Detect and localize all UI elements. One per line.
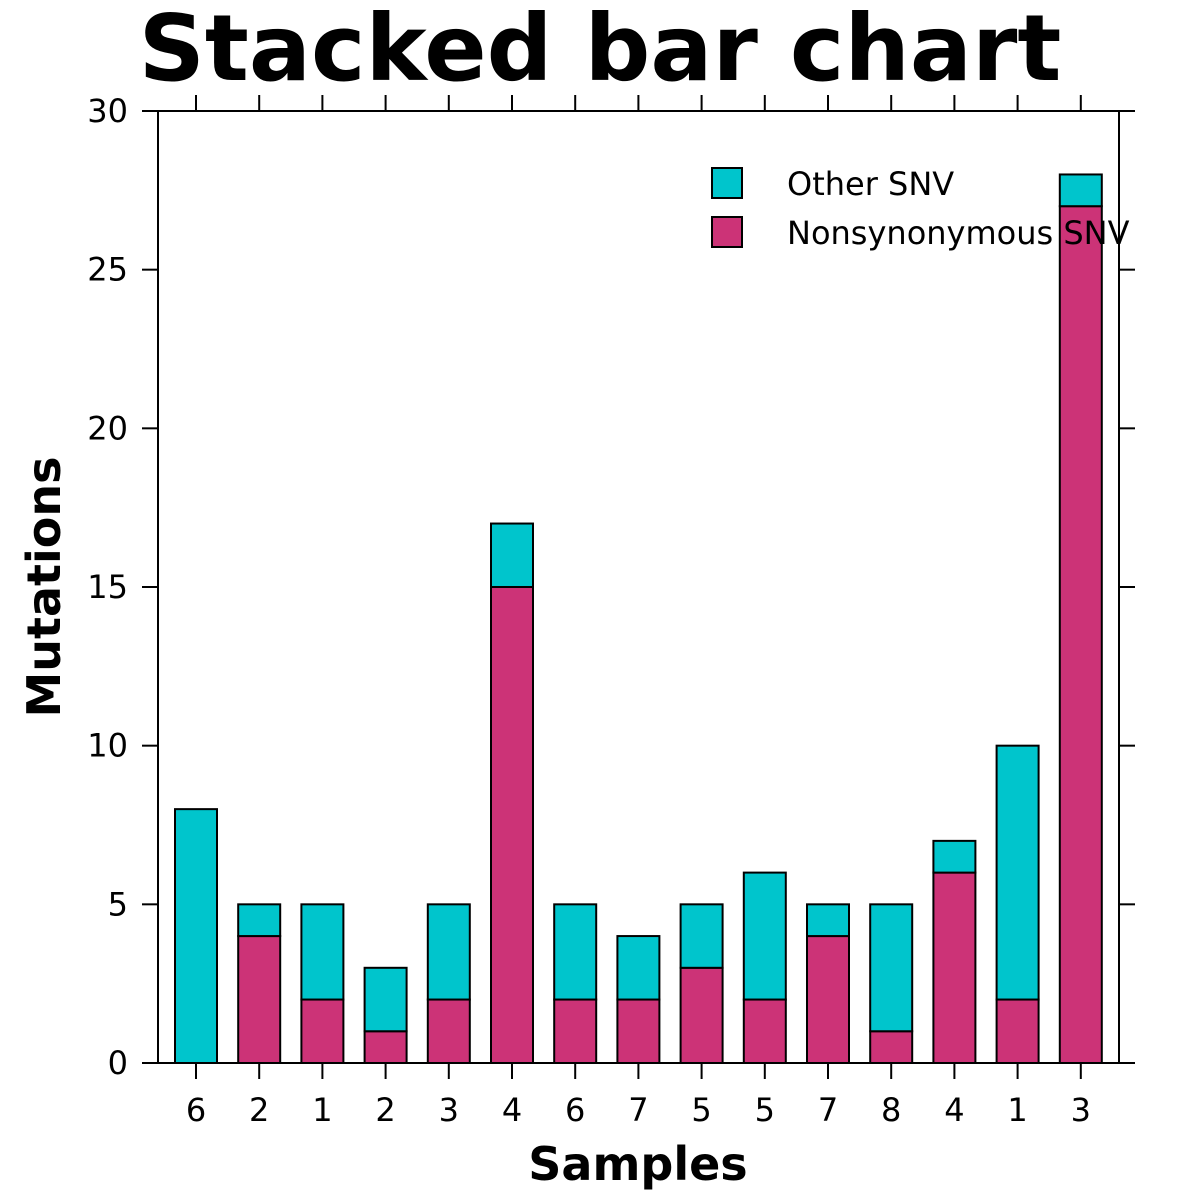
- bar-other-snv-4: [363, 966, 408, 1033]
- legend-swatch-nonsynonymous-snv: [711, 216, 743, 248]
- y-tick-label: 30: [87, 92, 128, 130]
- x-tick-label: 7: [818, 1091, 838, 1129]
- bar-nonsynonymous-snv-13: [932, 871, 977, 1064]
- x-tick-label: 5: [691, 1091, 711, 1129]
- x-tick-label: 5: [755, 1091, 775, 1129]
- bar-other-snv-2: [237, 903, 282, 938]
- legend-swatch-other-snv: [711, 167, 743, 199]
- bar-other-snv-5: [426, 903, 471, 1001]
- bar-nonsynonymous-snv-8: [616, 998, 661, 1064]
- y-tick-label: 5: [108, 885, 128, 923]
- bar-other-snv-6: [490, 522, 534, 588]
- bar-nonsynonymous-snv-15: [1058, 205, 1103, 1064]
- x-tick-label: 2: [375, 1091, 395, 1129]
- bar-nonsynonymous-snv-5: [426, 998, 471, 1064]
- bar-nonsynonymous-snv-4: [363, 1030, 408, 1065]
- y-tick-label: 15: [87, 568, 128, 606]
- legend-label-nonsynonymous-snv: Nonsynonymous SNV: [787, 214, 1130, 252]
- bar-nonsynonymous-snv-7: [553, 998, 598, 1064]
- x-tick-label: 1: [312, 1091, 332, 1129]
- y-tick-label: 10: [87, 727, 128, 765]
- chart-title: Stacked bar chart: [139, 0, 1062, 102]
- bar-other-snv-11: [806, 903, 850, 938]
- bar-other-snv-8: [616, 935, 661, 1001]
- bar-nonsynonymous-snv-11: [806, 935, 850, 1064]
- bar-other-snv-7: [553, 903, 598, 1001]
- plot-frame: [157, 110, 1120, 1064]
- legend: Other SNV Nonsynonymous SNV: [711, 165, 1130, 252]
- x-axis-title: Samples: [528, 1137, 747, 1191]
- y-tick-label: 25: [87, 251, 128, 289]
- bars-group: [174, 173, 1103, 1065]
- bar-other-snv-15: [1058, 173, 1103, 208]
- x-tick-label: 4: [944, 1091, 964, 1129]
- bar-nonsynonymous-snv-12: [869, 1030, 914, 1065]
- bar-nonsynonymous-snv-3: [300, 998, 345, 1064]
- x-tick-label: 8: [881, 1091, 901, 1129]
- y-axis-title: Mutations: [17, 456, 71, 717]
- y-tick-label: 0: [108, 1044, 128, 1082]
- bar-nonsynonymous-snv-10: [742, 998, 787, 1064]
- bar-other-snv-14: [995, 744, 1040, 1001]
- legend-label-other-snv: Other SNV: [787, 165, 954, 203]
- x-tick-label: 1: [1007, 1091, 1027, 1129]
- bar-other-snv-9: [679, 903, 724, 969]
- x-tick-label: 7: [628, 1091, 648, 1129]
- x-tick-label: 2: [249, 1091, 269, 1129]
- x-tick-label: 6: [186, 1091, 206, 1129]
- bar-other-snv-3: [300, 903, 345, 1001]
- x-tick-label: 6: [565, 1091, 585, 1129]
- x-tick-label: 3: [1071, 1091, 1091, 1129]
- bar-other-snv-10: [742, 871, 787, 1001]
- bar-nonsynonymous-snv-6: [490, 586, 534, 1064]
- x-tick-label: 4: [502, 1091, 522, 1129]
- bar-nonsynonymous-snv-2: [237, 935, 282, 1064]
- bar-nonsynonymous-snv-9: [679, 966, 724, 1064]
- bar-nonsynonymous-snv-14: [995, 998, 1040, 1064]
- y-tick-label: 20: [87, 409, 128, 447]
- x-tick-label: 3: [439, 1091, 459, 1129]
- bar-other-snv-13: [932, 839, 977, 874]
- bar-other-snv-12: [869, 903, 914, 1033]
- bar-other-snv-1: [174, 808, 218, 1065]
